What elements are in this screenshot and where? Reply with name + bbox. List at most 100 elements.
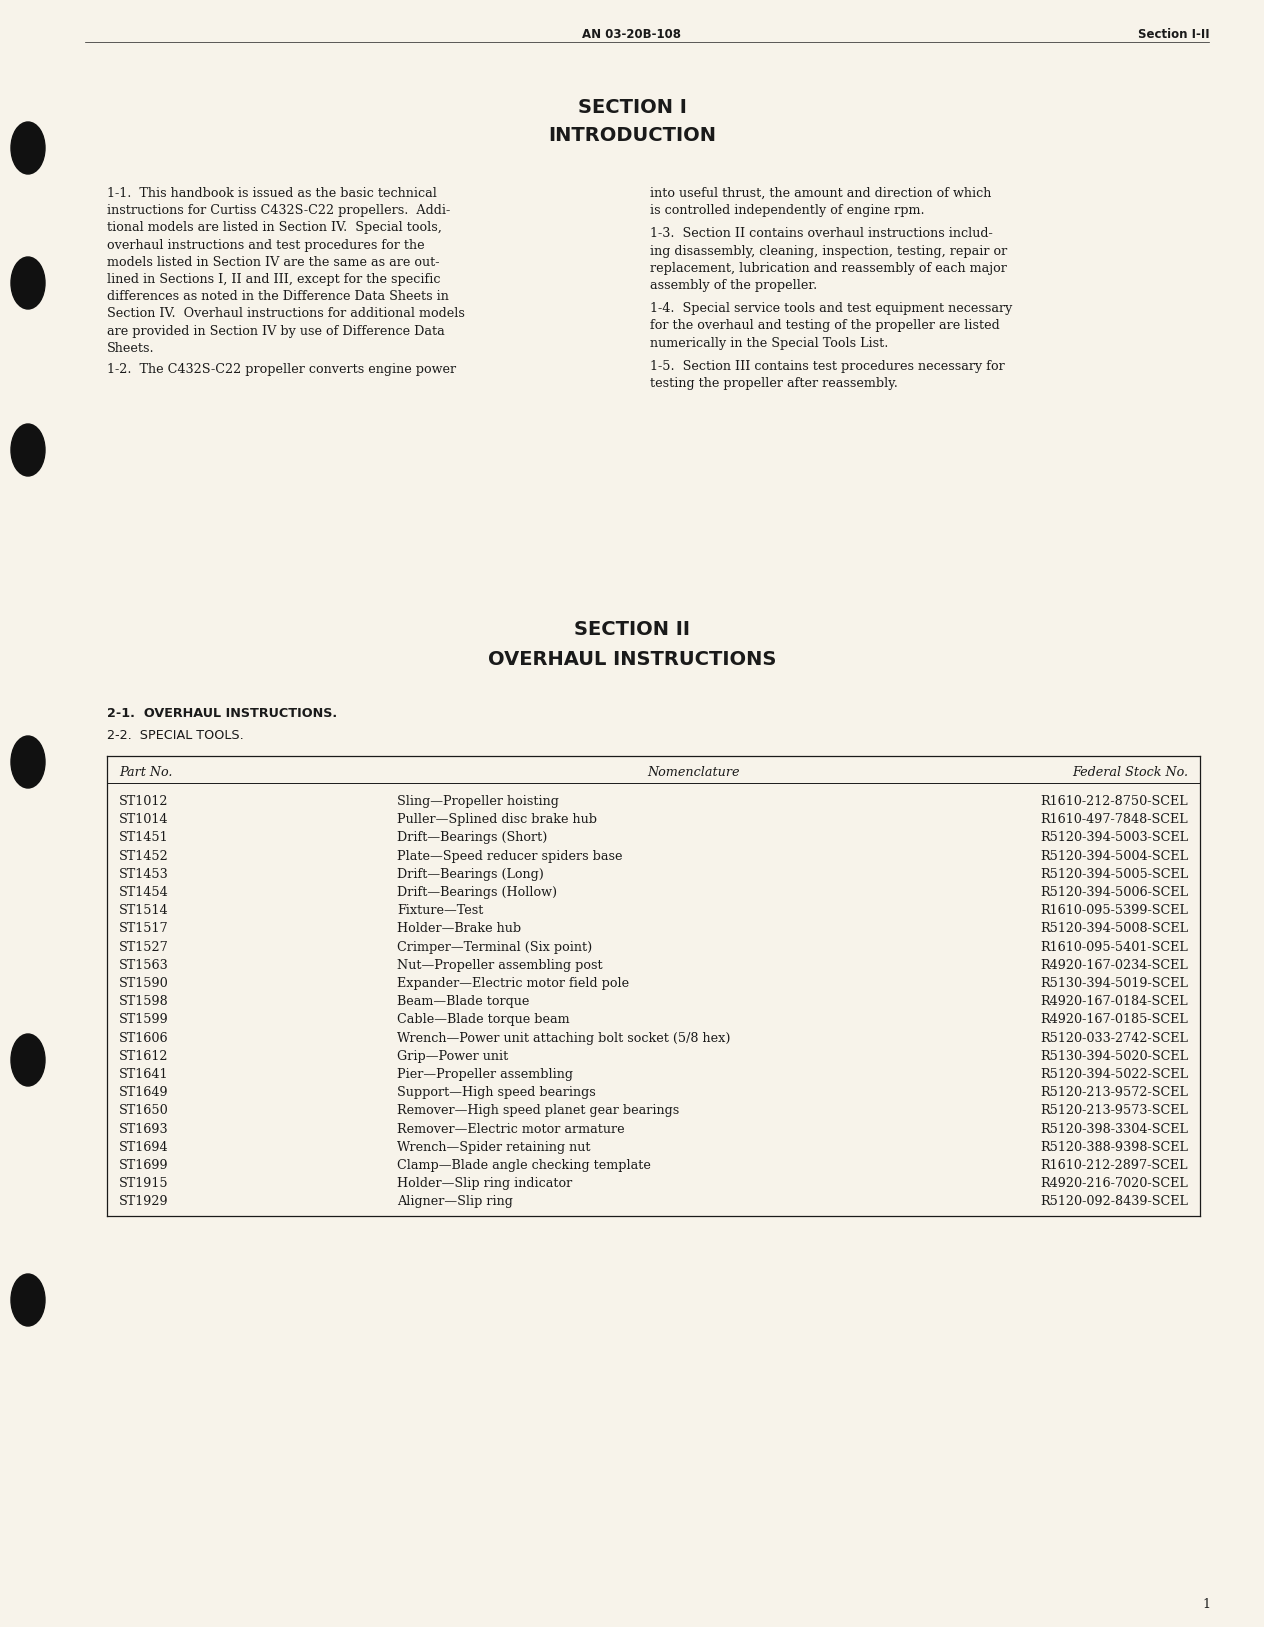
Text: for the overhaul and testing of the propeller are listed: for the overhaul and testing of the prop… xyxy=(650,319,1000,332)
Text: 1-5.  Section III contains test procedures necessary for: 1-5. Section III contains test procedure… xyxy=(650,360,1005,373)
Text: Drift—Bearings (Hollow): Drift—Bearings (Hollow) xyxy=(397,887,557,900)
Text: Expander—Electric motor field pole: Expander—Electric motor field pole xyxy=(397,976,629,989)
Text: Sling—Propeller hoisting: Sling—Propeller hoisting xyxy=(397,796,559,809)
Text: ST1699: ST1699 xyxy=(119,1158,168,1171)
Text: R4920-216-7020-SCEL: R4920-216-7020-SCEL xyxy=(1040,1178,1188,1191)
Text: ST1649: ST1649 xyxy=(119,1087,168,1100)
Text: Beam—Blade torque: Beam—Blade torque xyxy=(397,996,530,1009)
Text: 1: 1 xyxy=(1202,1598,1210,1611)
Ellipse shape xyxy=(11,257,46,309)
Text: ST1527: ST1527 xyxy=(119,940,169,953)
Ellipse shape xyxy=(11,1035,46,1085)
Text: R1610-212-8750-SCEL: R1610-212-8750-SCEL xyxy=(1040,796,1188,809)
Text: ST1014: ST1014 xyxy=(119,814,168,827)
Text: ST1452: ST1452 xyxy=(119,849,169,862)
Text: assembly of the propeller.: assembly of the propeller. xyxy=(650,278,818,291)
Text: R4920-167-0234-SCEL: R4920-167-0234-SCEL xyxy=(1040,958,1188,971)
Text: R4920-167-0184-SCEL: R4920-167-0184-SCEL xyxy=(1040,996,1188,1009)
Text: R1610-212-2897-SCEL: R1610-212-2897-SCEL xyxy=(1040,1158,1188,1171)
Text: ST1598: ST1598 xyxy=(119,996,169,1009)
Ellipse shape xyxy=(11,425,46,477)
Text: Nut—Propeller assembling post: Nut—Propeller assembling post xyxy=(397,958,603,971)
Text: Crimper—Terminal (Six point): Crimper—Terminal (Six point) xyxy=(397,940,593,953)
Text: ST1641: ST1641 xyxy=(119,1067,168,1080)
Text: 1-2.  The C432S-C22 propeller converts engine power: 1-2. The C432S-C22 propeller converts en… xyxy=(107,363,456,376)
Text: differences as noted in the Difference Data Sheets in: differences as noted in the Difference D… xyxy=(107,290,449,303)
Text: R5120-213-9572-SCEL: R5120-213-9572-SCEL xyxy=(1040,1087,1188,1100)
Text: instructions for Curtiss C432S-C22 propellers.  Addi-: instructions for Curtiss C432S-C22 prope… xyxy=(107,205,450,216)
Text: Sheets.: Sheets. xyxy=(107,342,154,355)
Text: R4920-167-0185-SCEL: R4920-167-0185-SCEL xyxy=(1040,1014,1188,1027)
Ellipse shape xyxy=(11,735,46,787)
Text: Section I-II: Section I-II xyxy=(1139,28,1210,41)
Text: ST1612: ST1612 xyxy=(119,1049,168,1062)
Text: R1610-095-5399-SCEL: R1610-095-5399-SCEL xyxy=(1040,905,1188,918)
Text: Remover—High speed planet gear bearings: Remover—High speed planet gear bearings xyxy=(397,1105,679,1118)
Text: Drift—Bearings (Long): Drift—Bearings (Long) xyxy=(397,867,544,880)
Text: tional models are listed in Section IV.  Special tools,: tional models are listed in Section IV. … xyxy=(107,221,442,234)
Text: Part No.: Part No. xyxy=(119,766,172,779)
Ellipse shape xyxy=(11,122,46,174)
Text: lined in Sections I, II and III, except for the specific: lined in Sections I, II and III, except … xyxy=(107,273,440,286)
Text: numerically in the Special Tools List.: numerically in the Special Tools List. xyxy=(650,337,889,350)
Text: Wrench—Power unit attaching bolt socket (5/8 hex): Wrench—Power unit attaching bolt socket … xyxy=(397,1032,731,1045)
Text: ST1694: ST1694 xyxy=(119,1141,168,1154)
Text: R5120-213-9573-SCEL: R5120-213-9573-SCEL xyxy=(1040,1105,1188,1118)
Text: ST1929: ST1929 xyxy=(119,1196,168,1209)
Text: into useful thrust, the amount and direction of which: into useful thrust, the amount and direc… xyxy=(650,187,991,200)
Text: are provided in Section IV by use of Difference Data: are provided in Section IV by use of Dif… xyxy=(107,325,445,337)
Text: overhaul instructions and test procedures for the: overhaul instructions and test procedure… xyxy=(107,239,425,252)
Text: Plate—Speed reducer spiders base: Plate—Speed reducer spiders base xyxy=(397,849,622,862)
Text: Holder—Brake hub: Holder—Brake hub xyxy=(397,923,521,936)
Text: Nomenclature: Nomenclature xyxy=(647,766,739,779)
Text: models listed in Section IV are the same as are out-: models listed in Section IV are the same… xyxy=(107,255,440,268)
Text: ST1451: ST1451 xyxy=(119,831,168,844)
Text: SECTION II: SECTION II xyxy=(574,620,690,639)
Text: R5120-092-8439-SCEL: R5120-092-8439-SCEL xyxy=(1040,1196,1188,1209)
Text: R5120-394-5005-SCEL: R5120-394-5005-SCEL xyxy=(1040,867,1188,880)
Text: R5120-394-5003-SCEL: R5120-394-5003-SCEL xyxy=(1040,831,1188,844)
Text: AN 03-20B-108: AN 03-20B-108 xyxy=(583,28,681,41)
Text: Clamp—Blade angle checking template: Clamp—Blade angle checking template xyxy=(397,1158,651,1171)
Text: Section IV.  Overhaul instructions for additional models: Section IV. Overhaul instructions for ad… xyxy=(107,308,465,321)
Text: ST1599: ST1599 xyxy=(119,1014,169,1027)
Text: R5120-388-9398-SCEL: R5120-388-9398-SCEL xyxy=(1040,1141,1188,1154)
Text: R5120-394-5004-SCEL: R5120-394-5004-SCEL xyxy=(1040,849,1188,862)
Text: testing the propeller after reassembly.: testing the propeller after reassembly. xyxy=(650,377,897,390)
Text: 2-1.  OVERHAUL INSTRUCTIONS.: 2-1. OVERHAUL INSTRUCTIONS. xyxy=(107,708,337,721)
Text: OVERHAUL INSTRUCTIONS: OVERHAUL INSTRUCTIONS xyxy=(488,651,776,669)
Text: ST1454: ST1454 xyxy=(119,887,169,900)
Text: ing disassembly, cleaning, inspection, testing, repair or: ing disassembly, cleaning, inspection, t… xyxy=(650,244,1007,257)
Text: Support—High speed bearings: Support—High speed bearings xyxy=(397,1087,595,1100)
Text: R5130-394-5020-SCEL: R5130-394-5020-SCEL xyxy=(1040,1049,1188,1062)
Text: ST1453: ST1453 xyxy=(119,867,169,880)
Text: Fixture—Test: Fixture—Test xyxy=(397,905,483,918)
Text: R5120-398-3304-SCEL: R5120-398-3304-SCEL xyxy=(1040,1123,1188,1136)
Text: Holder—Slip ring indicator: Holder—Slip ring indicator xyxy=(397,1178,573,1191)
Text: Pier—Propeller assembling: Pier—Propeller assembling xyxy=(397,1067,573,1080)
Text: R5120-394-5008-SCEL: R5120-394-5008-SCEL xyxy=(1040,923,1188,936)
Text: 1-3.  Section II contains overhaul instructions includ-: 1-3. Section II contains overhaul instru… xyxy=(650,228,992,241)
Text: R1610-497-7848-SCEL: R1610-497-7848-SCEL xyxy=(1040,814,1188,827)
Text: R5130-394-5019-SCEL: R5130-394-5019-SCEL xyxy=(1040,976,1188,989)
Text: Drift—Bearings (Short): Drift—Bearings (Short) xyxy=(397,831,547,844)
Text: Federal Stock No.: Federal Stock No. xyxy=(1072,766,1188,779)
Text: 1-1.  This handbook is issued as the basic technical: 1-1. This handbook is issued as the basi… xyxy=(107,187,437,200)
Text: ST1517: ST1517 xyxy=(119,923,168,936)
Text: Grip—Power unit: Grip—Power unit xyxy=(397,1049,508,1062)
Text: INTRODUCTION: INTRODUCTION xyxy=(549,125,715,145)
Text: ST1693: ST1693 xyxy=(119,1123,168,1136)
Text: ST1590: ST1590 xyxy=(119,976,169,989)
Text: ST1606: ST1606 xyxy=(119,1032,168,1045)
Text: Aligner—Slip ring: Aligner—Slip ring xyxy=(397,1196,513,1209)
Text: ST1563: ST1563 xyxy=(119,958,169,971)
Text: ST1915: ST1915 xyxy=(119,1178,168,1191)
Text: Puller—Splined disc brake hub: Puller—Splined disc brake hub xyxy=(397,814,597,827)
Text: SECTION I: SECTION I xyxy=(578,98,686,117)
Text: ST1012: ST1012 xyxy=(119,796,168,809)
Text: R5120-394-5022-SCEL: R5120-394-5022-SCEL xyxy=(1040,1067,1188,1080)
Text: 1-4.  Special service tools and test equipment necessary: 1-4. Special service tools and test equi… xyxy=(650,303,1012,316)
Text: 2-2.  SPECIAL TOOLS.: 2-2. SPECIAL TOOLS. xyxy=(107,729,244,742)
Ellipse shape xyxy=(11,1274,46,1326)
Text: Wrench—Spider retaining nut: Wrench—Spider retaining nut xyxy=(397,1141,590,1154)
